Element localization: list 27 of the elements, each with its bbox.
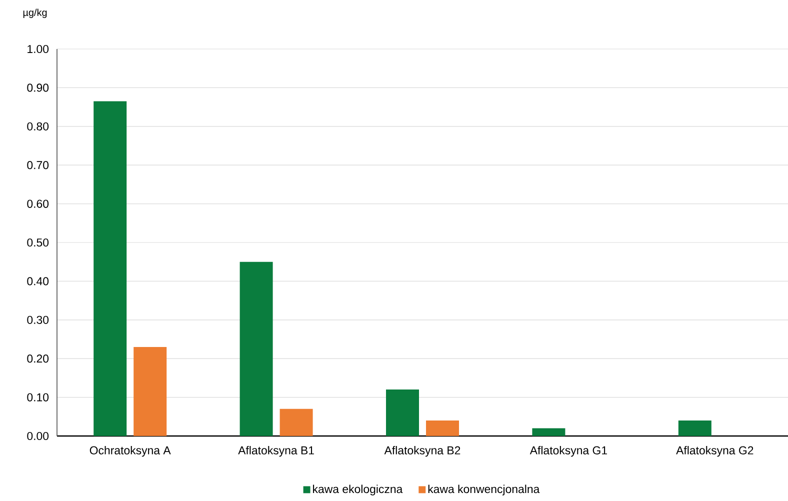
y-tick-label: 0.20 [27, 354, 49, 363]
y-tick-label: 0.80 [27, 122, 49, 130]
y-tick-label: 0.40 [27, 277, 49, 286]
bar [134, 346, 167, 436]
bar [532, 428, 566, 436]
y-tick-label: 0.30 [27, 316, 49, 324]
x-tick-label: Aflatoksyna B2 [384, 446, 460, 457]
y-tick-label: 0.00 [27, 432, 49, 440]
x-tick-label: Aflatoksyna B1 [238, 446, 314, 457]
bar [280, 408, 313, 436]
legend-label: kawa konwencjonalna [428, 484, 540, 496]
x-tick-label: Ochratoksyna A [90, 446, 171, 457]
y-tick-label: 0.10 [27, 393, 49, 402]
x-tick-label: Aflatoksyna G2 [676, 446, 754, 457]
y-tick-label: 1.00 [28, 44, 49, 54]
bar [94, 101, 127, 436]
y-tick-label: 0.60 [27, 200, 49, 208]
legend-label: kawa ekologiczna [313, 484, 403, 496]
bar [386, 390, 419, 436]
bar [678, 420, 712, 436]
x-tick-label: Aflatoksyna G1 [530, 446, 607, 457]
y-tick-label: 0.90 [27, 84, 49, 92]
y-tick-label: 0.50 [27, 238, 49, 247]
y-tick-label: 0.70 [27, 161, 49, 170]
y-axis-title: µg/kg [23, 8, 47, 18]
bar [240, 262, 273, 436]
bar [426, 420, 459, 436]
